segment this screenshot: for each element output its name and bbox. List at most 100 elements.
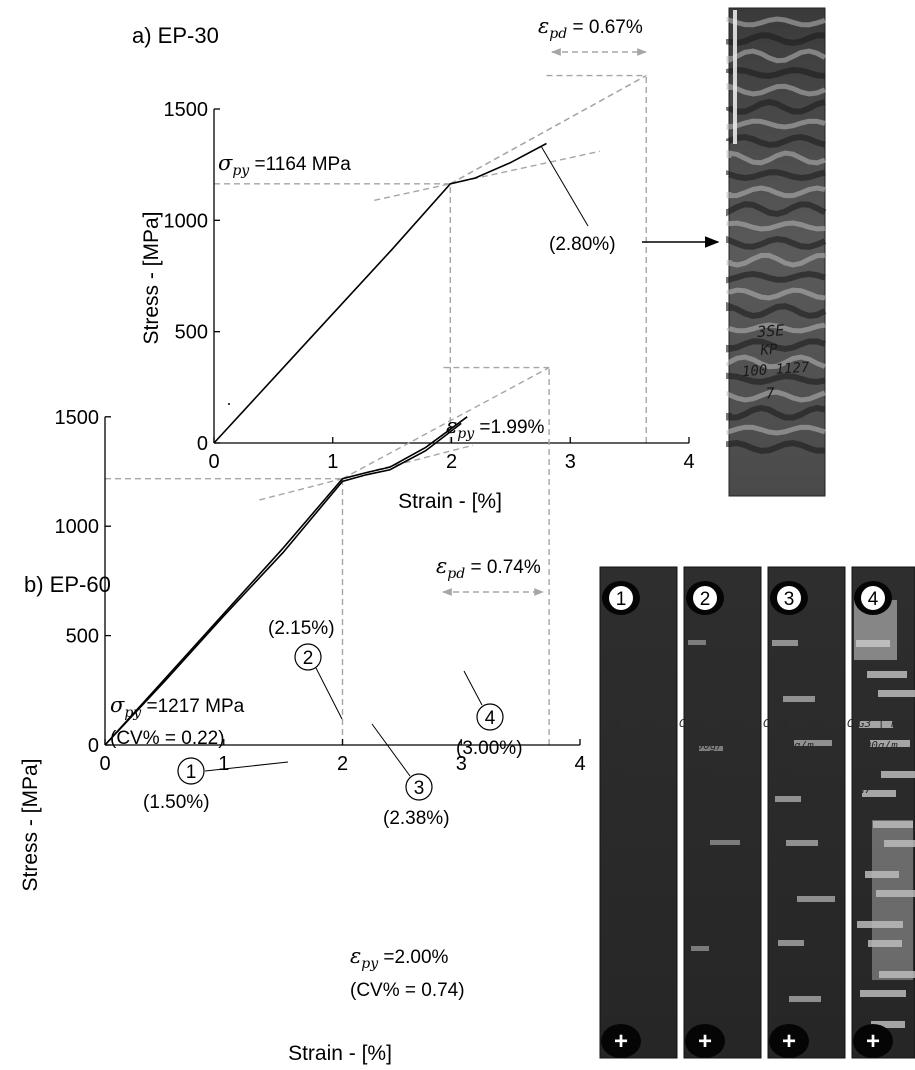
ep60-strip-3: 3 G3 | RF2 | C 100g/m Omk. N7 +	[767, 566, 854, 1059]
panel-b-sigma-cv: (CV% = 0.22)	[110, 728, 225, 749]
ep30-band	[726, 32, 826, 47]
panel-b-xtick-label: 4	[574, 753, 585, 775]
ep30-band	[726, 201, 827, 218]
ep30-band	[726, 67, 826, 79]
ep60-strip-2: 2 G3 | RF2 | C 100g/m Omk. N7 +	[683, 566, 770, 1059]
marker-3-leader	[371, 723, 411, 777]
strip-number-badge	[777, 586, 801, 610]
strip-damage-band	[870, 740, 910, 747]
strip-damage-band	[775, 796, 801, 802]
marker-2-circle	[294, 643, 322, 671]
ep30-band	[726, 169, 826, 182]
panel-a-ytick-label: 1000	[164, 210, 209, 232]
strip-writing-line: N7	[857, 783, 872, 796]
strip-writing-line: N7	[689, 783, 704, 796]
ep30-fiber-bands	[726, 16, 827, 454]
strip-bottom-marker	[853, 1024, 893, 1058]
panel-b-title: b) EP-60	[24, 572, 111, 597]
panel-a-ytick-label: 1500	[164, 99, 209, 121]
strip-writing-line: 100g/m	[690, 739, 730, 752]
panel-b-ytick-label: 0	[88, 735, 99, 757]
panel-a-guide-line	[374, 150, 601, 201]
ep30-band	[726, 16, 826, 28]
strip-damage-band	[789, 996, 821, 1002]
marker-3-circle	[405, 773, 433, 801]
strip-writing-line: G3 | RF2 | C	[606, 717, 686, 730]
marker-3-pct: (2.38%)	[383, 808, 450, 829]
strip-damage-band	[710, 840, 740, 845]
strip-plus-glyph: +	[698, 1028, 712, 1055]
ep30-band	[726, 134, 826, 148]
panel-a-point-label: (2.80%)	[549, 234, 616, 255]
strip-writing-line: 100g/m	[606, 739, 646, 752]
strip-damage-band	[873, 821, 913, 828]
ep30-band	[726, 235, 827, 250]
ep30-band	[726, 150, 826, 166]
marker-4-leader	[463, 670, 483, 706]
strip-writing-line: G3 | RF2 | C	[858, 717, 915, 730]
ep30-band	[726, 185, 826, 199]
panel-a-axes: 0 1 2 3 4 0 500 1000 1500	[164, 99, 695, 473]
panel-a-guides	[214, 74, 647, 443]
marker-2-number: 2	[303, 648, 314, 669]
strip-number-badge	[861, 586, 885, 610]
panel-a-guide-line	[449, 74, 647, 185]
panel-b-sigma-label: σpy =1217 MPa	[110, 693, 245, 721]
strip-damage-band	[879, 971, 915, 978]
strip-writing-line: G3 | RF2 | C	[690, 717, 770, 730]
strip-damage-band	[876, 890, 915, 897]
strip-writing-line: Omk.	[774, 761, 801, 774]
panel-a-epd-label: εpd = 0.67%	[538, 14, 643, 42]
panel-b-stress-strain-curve	[104, 416, 468, 746]
panel-b-ytick-label: 1500	[55, 407, 100, 429]
strip-plus-glyph: +	[614, 1028, 628, 1055]
panel-b-xtick-label: 0	[99, 753, 110, 775]
marker-2-leader	[315, 667, 343, 720]
ep30-band	[726, 301, 827, 320]
svg-text:7: 7	[765, 384, 775, 403]
panel-b-epy-cv: (CV% = 0.74)	[350, 980, 465, 1001]
ep30-band	[726, 354, 826, 370]
ep30-band	[726, 252, 826, 268]
panel-a-title: a) EP-30	[132, 23, 219, 48]
strip-damage-band	[859, 721, 893, 728]
marker-1-pct: (1.50%)	[143, 792, 210, 813]
ep30-specimen-photo: 3SE KP 100 1127 7	[726, 7, 827, 497]
strip-damage-band	[865, 871, 899, 878]
panel-b-epy-label: εpy =2.00%	[350, 944, 449, 972]
ep30-band	[726, 118, 826, 130]
ep30-band	[726, 424, 826, 436]
marker-4-circle	[476, 703, 504, 731]
strip-number: 1	[616, 589, 627, 610]
ep30-band	[726, 82, 826, 97]
panel-b-xtick-label: 3	[456, 753, 467, 775]
strip-body	[767, 566, 846, 1059]
panel-b-epd-label: εpd = 0.74%	[436, 554, 541, 582]
strip-damage-band	[699, 746, 723, 751]
strip-damage-band	[783, 696, 815, 702]
panel-a-xlabel: Strain - [%]	[398, 490, 502, 513]
strip-damage-band	[860, 990, 906, 997]
ep30-band	[726, 48, 827, 64]
ep30-glare	[733, 10, 737, 144]
ep30-band	[726, 322, 826, 334]
marker-1-number: 1	[186, 762, 197, 783]
panel-a-ytick-label: 500	[175, 322, 208, 344]
strip-damage-band	[691, 946, 709, 951]
panel-a-ytick-label: 0	[197, 433, 208, 455]
strip-handwriting: G3 | RF2 | C 100g/m Omk. N7	[857, 717, 915, 796]
panel-b-xtick-label: 2	[337, 753, 348, 775]
strip-plus-glyph: +	[782, 1028, 796, 1055]
marker-4-number: 4	[485, 708, 496, 729]
ep30-band	[726, 389, 826, 403]
svg-text:KP: KP	[759, 342, 778, 359]
marker-3-number: 3	[414, 778, 425, 799]
strip-body	[683, 566, 762, 1059]
strip-writing-line: N7	[773, 783, 788, 796]
panel-a-series	[213, 142, 547, 444]
panel-a-xtick-label: 0	[208, 451, 219, 473]
strip-damage-band	[884, 840, 915, 847]
ep30-band	[726, 372, 826, 385]
strip-damage-band	[868, 940, 902, 947]
